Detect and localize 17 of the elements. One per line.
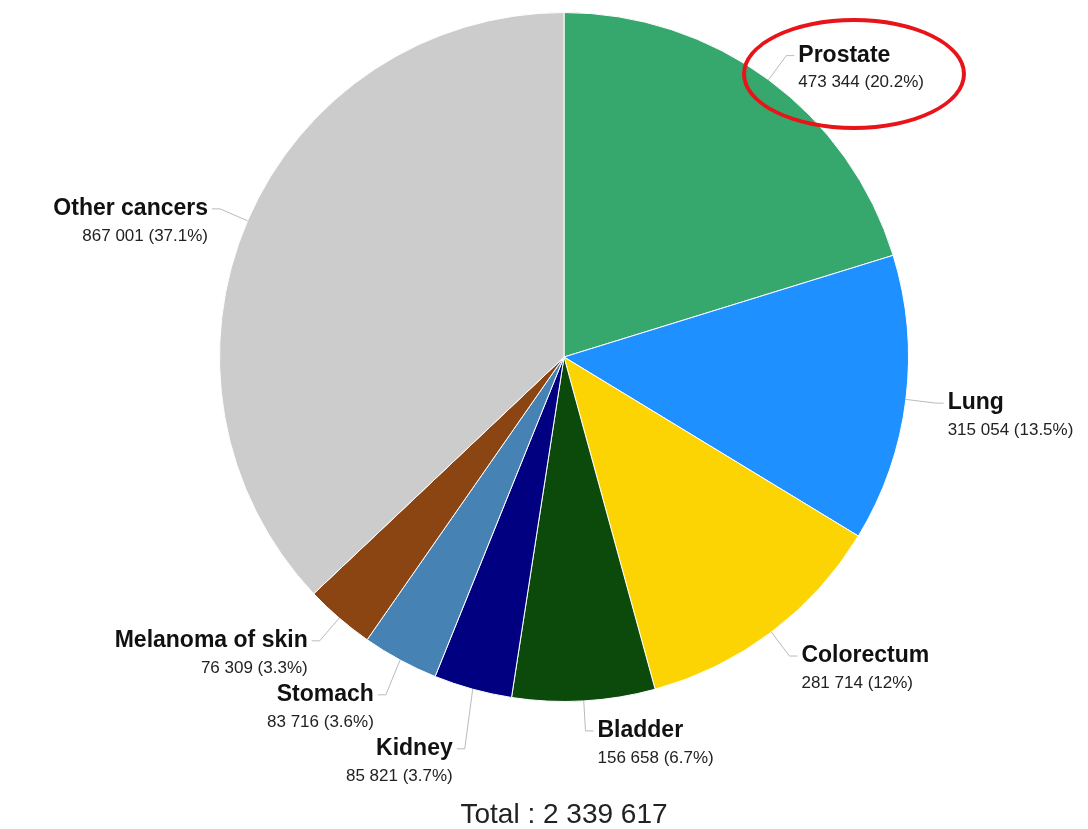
data-label: 315 054 (13.5%) — [947, 419, 1074, 439]
slice-label: Other cancers — [53, 194, 209, 221]
data-label: 85 821 (3.7%) — [345, 765, 453, 785]
slice-label: Kidney — [376, 734, 453, 761]
slice-label: Stomach — [276, 680, 374, 707]
data-label: 867 001 (37.1%) — [82, 225, 209, 245]
slice-label: Melanoma of skin — [114, 626, 308, 653]
data-label: 281 714 (12%) — [801, 672, 913, 692]
slice-label: Prostate — [798, 40, 891, 67]
text: Total : 2 339 617 — [460, 797, 668, 829]
slice-label: Colorectum — [801, 641, 930, 668]
data-label: 76 309 (3.3%) — [200, 657, 308, 677]
data-label: 83 716 (3.6%) — [267, 711, 374, 731]
slice-label: Lung — [947, 388, 1004, 415]
data-label: 156 658 (6.7%) — [597, 747, 714, 767]
slice-label: Bladder — [597, 716, 684, 743]
data-label: 473 344 (20.2%) — [798, 72, 925, 92]
